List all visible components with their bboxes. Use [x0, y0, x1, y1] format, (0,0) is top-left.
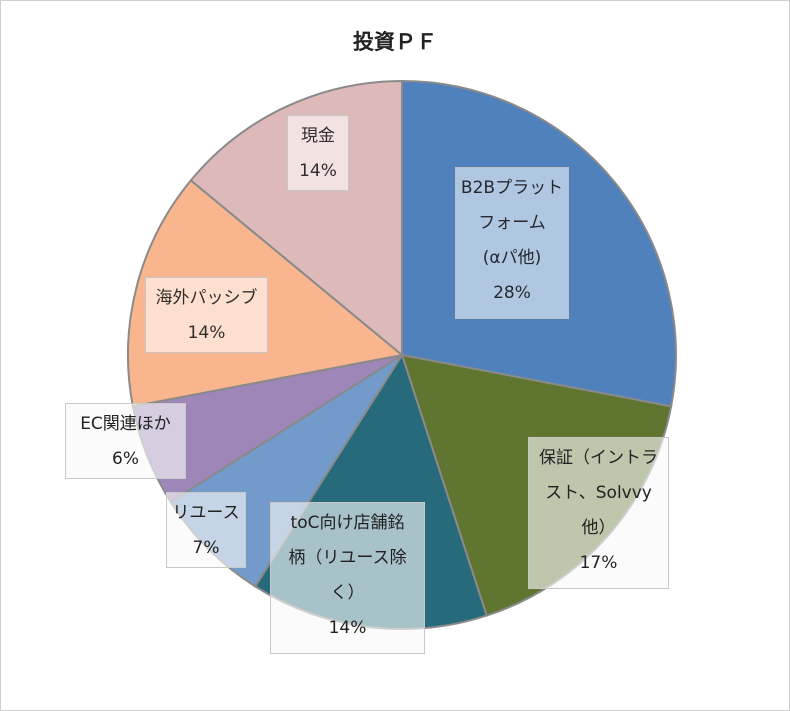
data-label-category: フォーム: [478, 213, 546, 233]
data-label-category: B2Bプラット: [460, 178, 564, 198]
data-label-category: EC関連ほか: [80, 414, 171, 434]
data-label-category: リユース: [172, 503, 240, 523]
data-label-category: 柄（リユース除: [288, 548, 407, 568]
data-label-category: 他）: [581, 518, 616, 538]
data-label: リユース 7%: [166, 492, 246, 568]
data-label-category: (αパ他): [482, 248, 542, 268]
data-label: toC向け店舗銘 柄（リユース除 く） 14%: [270, 502, 425, 654]
data-label-category: く）: [330, 583, 365, 603]
data-label-percent: 14%: [328, 618, 367, 638]
data-label-category: 保証（イントラ: [539, 448, 658, 468]
data-label-category: toC向け店舗銘: [290, 513, 405, 533]
data-label-percent: 17%: [579, 553, 618, 573]
data-label-percent: 14%: [299, 161, 337, 181]
chart-title: 投資ＰＦ: [353, 30, 437, 54]
data-label: 海外パッシブ 14%: [145, 277, 268, 353]
data-label: 保証（イントラ スト、Solvvy 他） 17%: [528, 437, 669, 589]
data-label-percent: 14%: [187, 323, 226, 343]
data-label: 現金 14%: [287, 115, 349, 191]
data-label: EC関連ほか 6%: [65, 403, 186, 479]
data-label-category: 海外パッシブ: [155, 288, 258, 308]
data-label-percent: 28%: [493, 283, 531, 303]
data-label-percent: 6%: [112, 449, 139, 469]
data-label: B2Bプラット フォーム (αパ他) 28%: [455, 167, 569, 319]
data-label-category: 現金: [301, 126, 335, 146]
data-label-percent: 7%: [192, 538, 220, 558]
pie-slice: [189, 79, 403, 358]
data-label-category: スト、Solvvy: [545, 483, 652, 503]
